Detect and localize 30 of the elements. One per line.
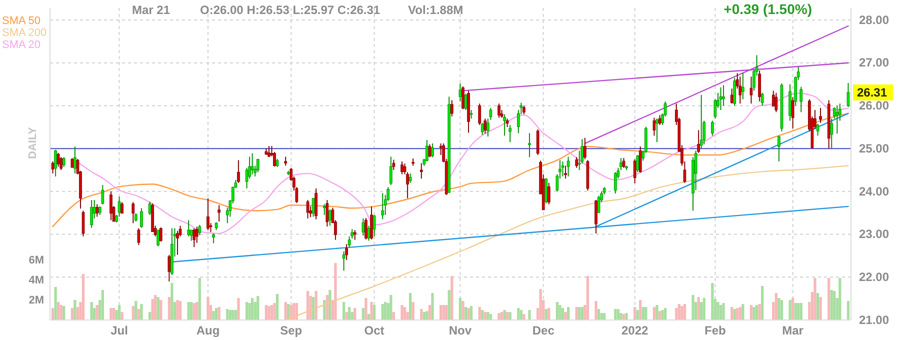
text: SMA 20 [2, 39, 41, 51]
y2-tick-label: 6M [28, 254, 44, 267]
annotation: 26.31 [857, 86, 888, 100]
x-tick-label: Feb [704, 324, 726, 338]
x-tick-label: Aug [196, 324, 220, 338]
y-tick-label: 27.00 [859, 56, 890, 70]
y-tick-label: 28.00 [859, 12, 890, 27]
x-tick-label: Mar [782, 324, 804, 338]
x-tick-label: Dec [532, 324, 555, 338]
annotation: +0.39 (1.50%) [724, 1, 812, 17]
x-tick-label: Sep [280, 324, 302, 338]
x-tick-label: 2022 [621, 324, 648, 338]
y2-tick-label: 4M [28, 274, 44, 287]
text: SMA 50 [2, 15, 41, 27]
x-tick-label: Oct [364, 324, 384, 338]
annotation: Mar 21 [132, 3, 170, 17]
y-tick-label: 26.00 [859, 98, 890, 113]
y-tick-label: 22.00 [859, 270, 890, 284]
x-tick-label: Jul [110, 324, 128, 338]
y2-tick-label: 2M [28, 294, 44, 307]
annotation: Vol:1.88M [408, 3, 464, 17]
y2-axis-title: DAILY [27, 126, 39, 159]
y-tick-label: 21.00 [859, 312, 890, 327]
x-tick-label: Nov [448, 324, 472, 338]
annotation: O:26.00 H:26.53 L:25.97 C:26.31 [200, 3, 380, 17]
text: SMA 200 [2, 27, 47, 39]
y-tick-label: 23.00 [859, 227, 890, 242]
y-tick-label: 25.00 [859, 141, 890, 156]
y-tick-label: 24.00 [859, 184, 890, 198]
price-tag: 26.31 [853, 84, 893, 100]
